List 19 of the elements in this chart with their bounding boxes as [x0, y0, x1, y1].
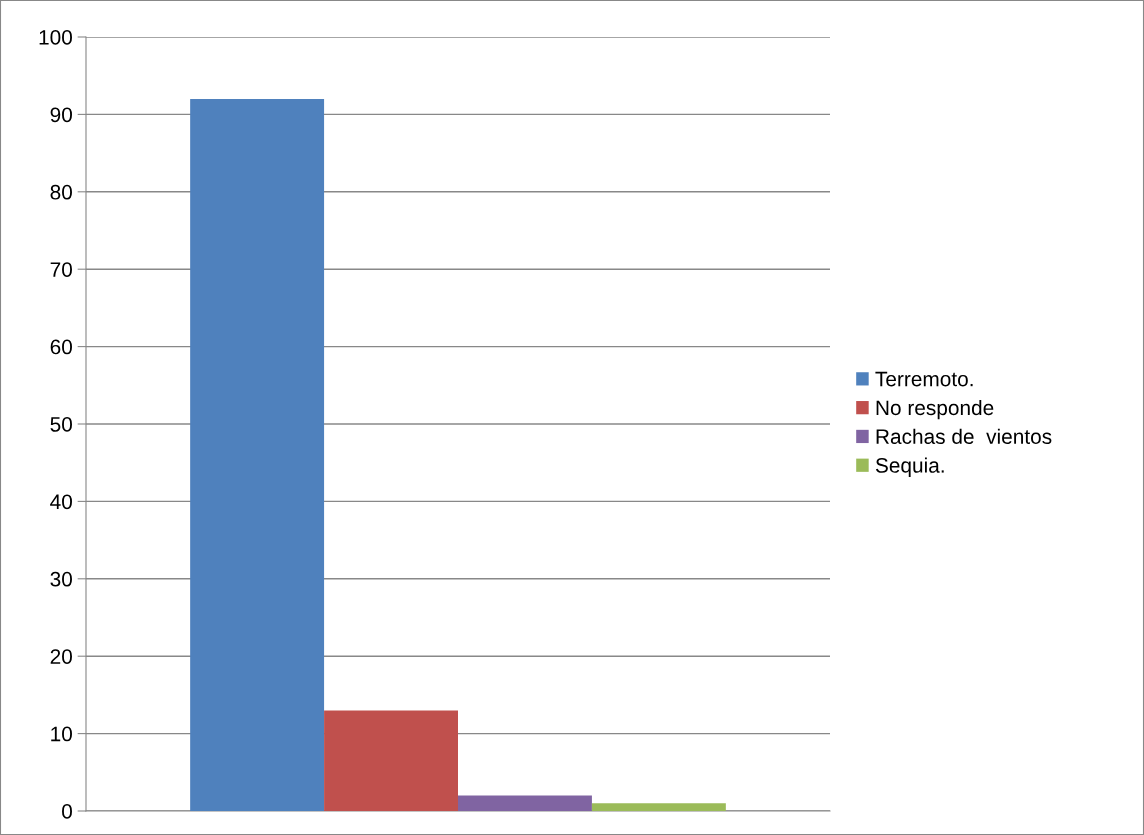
bar: [190, 98, 325, 811]
y-tick-label: 50: [50, 417, 72, 432]
y-tick-label: 0: [62, 804, 72, 819]
y-tick-label: 70: [50, 262, 72, 277]
y-tick-label: 10: [51, 726, 72, 742]
legend-label: Rachas de vientos: [876, 428, 1052, 444]
y-tick-label: 90: [50, 107, 72, 123]
legend-label: No responde: [876, 399, 994, 420]
y-tick-label: 40: [50, 494, 72, 510]
bar: [458, 795, 592, 811]
y-tick-label: 100: [39, 30, 72, 45]
y-tick-label: 60: [50, 339, 72, 355]
y-tick-label: 30: [50, 571, 72, 587]
y-tick-label: 20: [50, 649, 72, 664]
bar: [324, 710, 458, 811]
y-tick-label: 80: [50, 184, 72, 200]
bar: [591, 803, 726, 811]
legend-label: Terremoto.: [875, 371, 973, 387]
legend-label: Sequia.: [875, 457, 944, 477]
